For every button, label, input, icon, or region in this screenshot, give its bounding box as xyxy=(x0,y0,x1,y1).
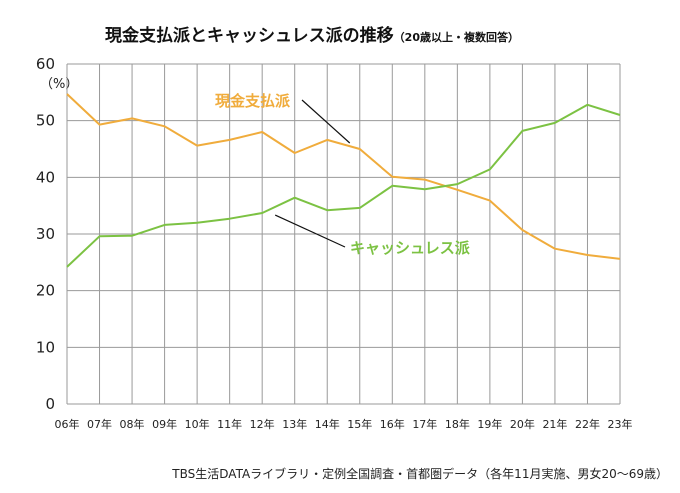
x-tick-label: 12年 xyxy=(250,417,275,431)
x-tick-label: 23年 xyxy=(608,417,633,431)
x-tick-label: 20年 xyxy=(510,417,535,431)
y-tick-label: 60 xyxy=(36,55,55,73)
y-tick-label: 40 xyxy=(36,168,55,186)
y-unit-label: （%） xyxy=(40,77,78,92)
x-axis-ticks: 06年 07年 08年 09年 10年 11年 12年 13年 14年 15年 16年 17年 18年 1… xyxy=(55,417,633,431)
x-tick-label: 19年 xyxy=(477,417,502,431)
x-tick-label: 17年 xyxy=(412,417,437,431)
series-label-cash: 現金支払派 xyxy=(215,92,291,110)
x-tick-label: 11年 xyxy=(217,417,242,431)
x-tick-label: 22年 xyxy=(575,417,600,431)
x-tick-label: 10年 xyxy=(185,417,210,431)
chart-title-main: 現金支払派とキャッシュレス派の推移 xyxy=(105,25,394,46)
x-tick-label: 16年 xyxy=(380,417,405,431)
source-note: TBS生活DATAライブラリ・定例全国調査・首都圏データ（各年11月実施、男女2… xyxy=(171,466,668,481)
grid xyxy=(66,63,621,405)
y-axis-ticks: 0 10 20 30 40 50 60 xyxy=(36,55,55,413)
leader-line-cash xyxy=(301,99,351,144)
x-tick-label: 13年 xyxy=(282,417,307,431)
leader-line-cashless xyxy=(274,214,346,248)
chart-title: 現金支払派とキャッシュレス派の推移（20歳以上・複数回答） xyxy=(105,25,519,46)
x-tick-label: 09年 xyxy=(152,417,177,431)
series-line xyxy=(66,103,621,268)
x-tick-label: 14年 xyxy=(315,417,340,431)
x-tick-label: 07年 xyxy=(87,417,112,431)
series-line xyxy=(66,93,621,260)
y-tick-label: 50 xyxy=(36,112,55,130)
x-tick-label: 06年 xyxy=(55,417,80,431)
chart-subtitle: （20歳以上・複数回答） xyxy=(394,30,519,44)
x-tick-label: 08年 xyxy=(120,417,145,431)
series-label-cashless: キャッシュレス派 xyxy=(350,239,471,257)
y-tick-label: 0 xyxy=(45,395,55,413)
y-tick-label: 30 xyxy=(36,225,55,243)
series-lines xyxy=(66,93,621,268)
y-tick-label: 20 xyxy=(36,282,55,300)
x-tick-label: 21年 xyxy=(542,417,567,431)
y-tick-label: 10 xyxy=(36,338,55,356)
x-tick-label: 15年 xyxy=(347,417,372,431)
x-tick-label: 18年 xyxy=(445,417,470,431)
